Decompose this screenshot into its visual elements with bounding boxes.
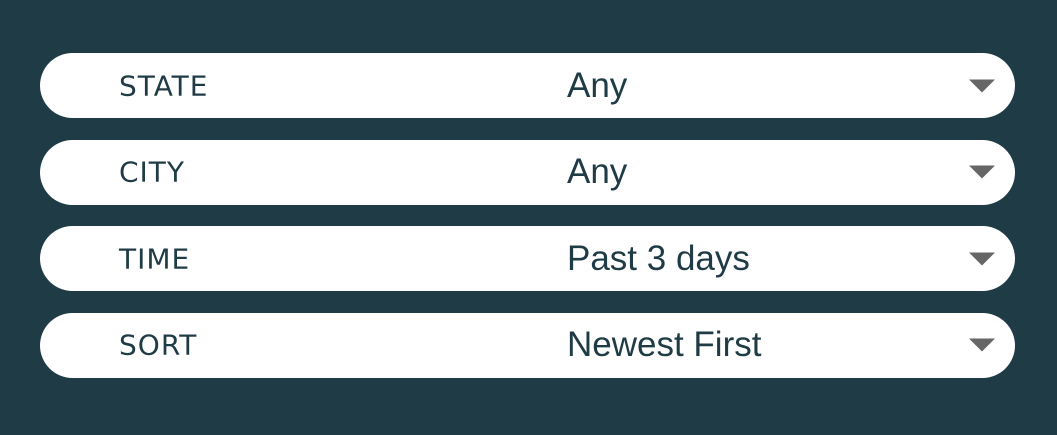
sort-label: SORT bbox=[119, 328, 198, 362]
state-label: STATE bbox=[119, 69, 209, 102]
city-select[interactable]: CITY Any bbox=[40, 139, 1015, 205]
sort-select[interactable]: SORT Newest First bbox=[40, 312, 1015, 378]
time-label: TIME bbox=[119, 242, 191, 275]
state-value: Any bbox=[567, 65, 628, 105]
city-value: Any bbox=[567, 152, 628, 191]
state-select[interactable]: STATE Any bbox=[40, 53, 1015, 118]
filter-panel: STATE Any CITY Any TIME Past 3 days SORT… bbox=[40, 53, 1015, 399]
time-select[interactable]: TIME Past 3 days bbox=[40, 226, 1015, 291]
chevron-down-icon[interactable] bbox=[969, 79, 995, 92]
city-label: CITY bbox=[119, 155, 186, 189]
sort-value: Newest First bbox=[567, 325, 762, 364]
chevron-down-icon[interactable] bbox=[969, 252, 995, 265]
time-value: Past 3 days bbox=[567, 238, 750, 278]
chevron-down-icon[interactable] bbox=[969, 338, 995, 352]
chevron-down-icon[interactable] bbox=[969, 165, 995, 179]
